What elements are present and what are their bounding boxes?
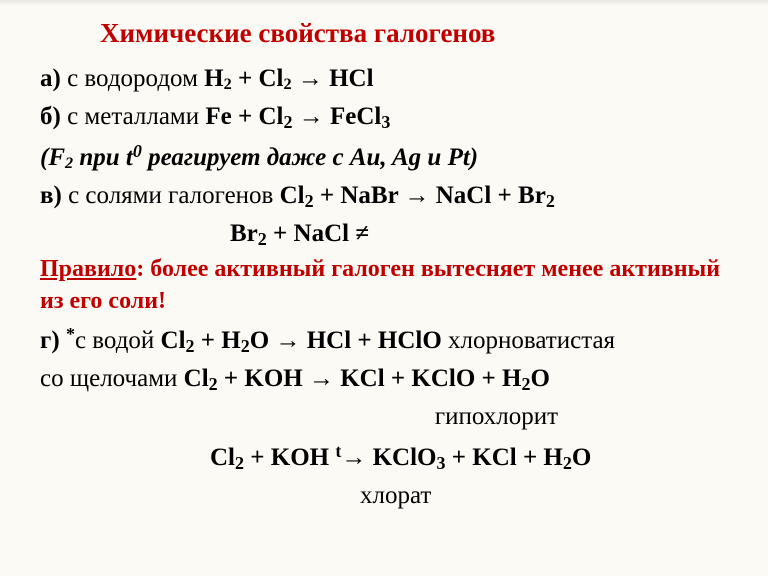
g4-rest: + KCl + H: [446, 444, 563, 471]
line-g5: хлорат: [40, 478, 728, 514]
note-f2-sub: 2: [65, 154, 73, 172]
v-text: с солями галогенов: [62, 182, 280, 209]
g-prefix: г): [40, 327, 60, 354]
b-text: с металлами: [61, 103, 206, 130]
v2-br2-sub: 2: [258, 229, 267, 249]
rule-rest: : более активный галоген вытесняет менее…: [40, 256, 720, 313]
g-star-wrap: *: [60, 327, 75, 354]
g-o: O → HCl + HClO: [250, 327, 442, 354]
g3-word: гипохлорит: [435, 403, 558, 430]
b-fe: Fe + Cl: [205, 103, 283, 130]
v-prefix: в): [40, 182, 62, 209]
line-a: а) с водородом Н2 + Cl2 → HCl: [40, 61, 728, 97]
v-br2-sub: 2: [546, 191, 555, 211]
g2-o: O: [531, 365, 550, 392]
rule-label: Правило: [40, 256, 136, 282]
g2-mid: + KOH → KCl + KClO + H: [218, 365, 522, 392]
line-g2: со щелочами Cl2 + KOH → KCl + KClO + H2O: [40, 361, 728, 397]
line-b: б) с металлами Fe + Cl2 → FeCl3: [40, 99, 728, 135]
g-text: с водой: [75, 327, 161, 354]
g-star: *: [66, 324, 75, 344]
line-g4: Cl2 + KOH t→ KСlO3 + KCl + H2O: [40, 438, 728, 476]
g4-mid: + KOH: [244, 444, 335, 471]
v-cl2-sub: 2: [305, 191, 314, 211]
g2-cl: Cl: [184, 365, 209, 392]
b-eq: Fe + Cl2 → FeCl3: [205, 103, 390, 130]
g-cl: Cl: [161, 327, 186, 354]
g4-h2-sub: 2: [563, 453, 572, 473]
line-v: в) с солями галогенов Cl2 + NaBr → NaCl …: [40, 178, 728, 214]
b-prefix: б): [40, 103, 61, 130]
slide-container: Химические свойства галогенов а) с водор…: [0, 0, 768, 576]
a-h2-base: Н: [204, 65, 223, 92]
g4-after: → KСlO: [341, 444, 436, 471]
a-h2-sub: 2: [224, 75, 232, 93]
v2-br: Br: [230, 220, 258, 247]
b-arrow: → FeCl: [293, 103, 382, 130]
v-eq: Cl2 + NaBr → NaCl + Br2: [280, 182, 555, 209]
g4-o: O: [572, 444, 591, 471]
g2-eq: Cl2 + KOH → KCl + KClO + H2O: [184, 365, 550, 392]
v2-rest: + NaCl ≠: [267, 220, 369, 247]
g4-cl2-sub: 2: [235, 453, 244, 473]
a-text: с водородом: [61, 65, 204, 92]
note-f2: (F: [40, 144, 65, 171]
g2-cl2-sub: 2: [209, 374, 218, 394]
g5-word: хлорат: [360, 482, 431, 509]
g-mid: + H: [195, 327, 241, 354]
g-tail: хлорноватистая: [442, 327, 615, 354]
g2-h2-sub: 2: [522, 374, 531, 394]
v-mid: + NaBr → NaCl + Br: [314, 182, 546, 209]
b-fecl3-sub: 3: [381, 112, 390, 132]
g4-kclo3-sub: 3: [437, 453, 446, 473]
a-arrow: → HCl: [292, 65, 374, 92]
b-cl2-sub: 2: [284, 112, 293, 132]
a-cl2-sub: 2: [283, 75, 291, 93]
v-cl: Cl: [280, 182, 305, 209]
line-g3: гипохлорит: [40, 399, 728, 435]
slide-title: Химические свойства галогенов: [100, 18, 728, 49]
line-note: (F2 при t0 реагирует даже с Au, Ag и Pt): [40, 138, 728, 176]
line-v2: Br2 + NaCl ≠: [40, 216, 728, 252]
g-cl2-sub: 2: [186, 336, 195, 356]
line-rule: Правило: более активный галоген вытесняе…: [40, 254, 728, 316]
line-g: г) *с водой Cl2 + H2O → HCl + HClO хлорн…: [40, 321, 728, 359]
a-prefix: а): [40, 65, 61, 92]
note-mid: при t: [73, 144, 133, 171]
note-rest: реагирует даже с Au, Ag и Pt): [142, 144, 478, 171]
note-t-sup: 0: [133, 141, 142, 161]
g-h2-sub: 2: [241, 336, 250, 356]
top-shadow: [0, 0, 768, 6]
g-eq: Cl2 + H2O → HCl + HClO: [161, 327, 442, 354]
a-plus: + Cl: [232, 65, 284, 92]
g4-cl: Cl: [210, 444, 235, 471]
g2-text: со щелочами: [40, 365, 184, 392]
a-h2: Н2 + Cl2 → HCl: [204, 65, 373, 92]
